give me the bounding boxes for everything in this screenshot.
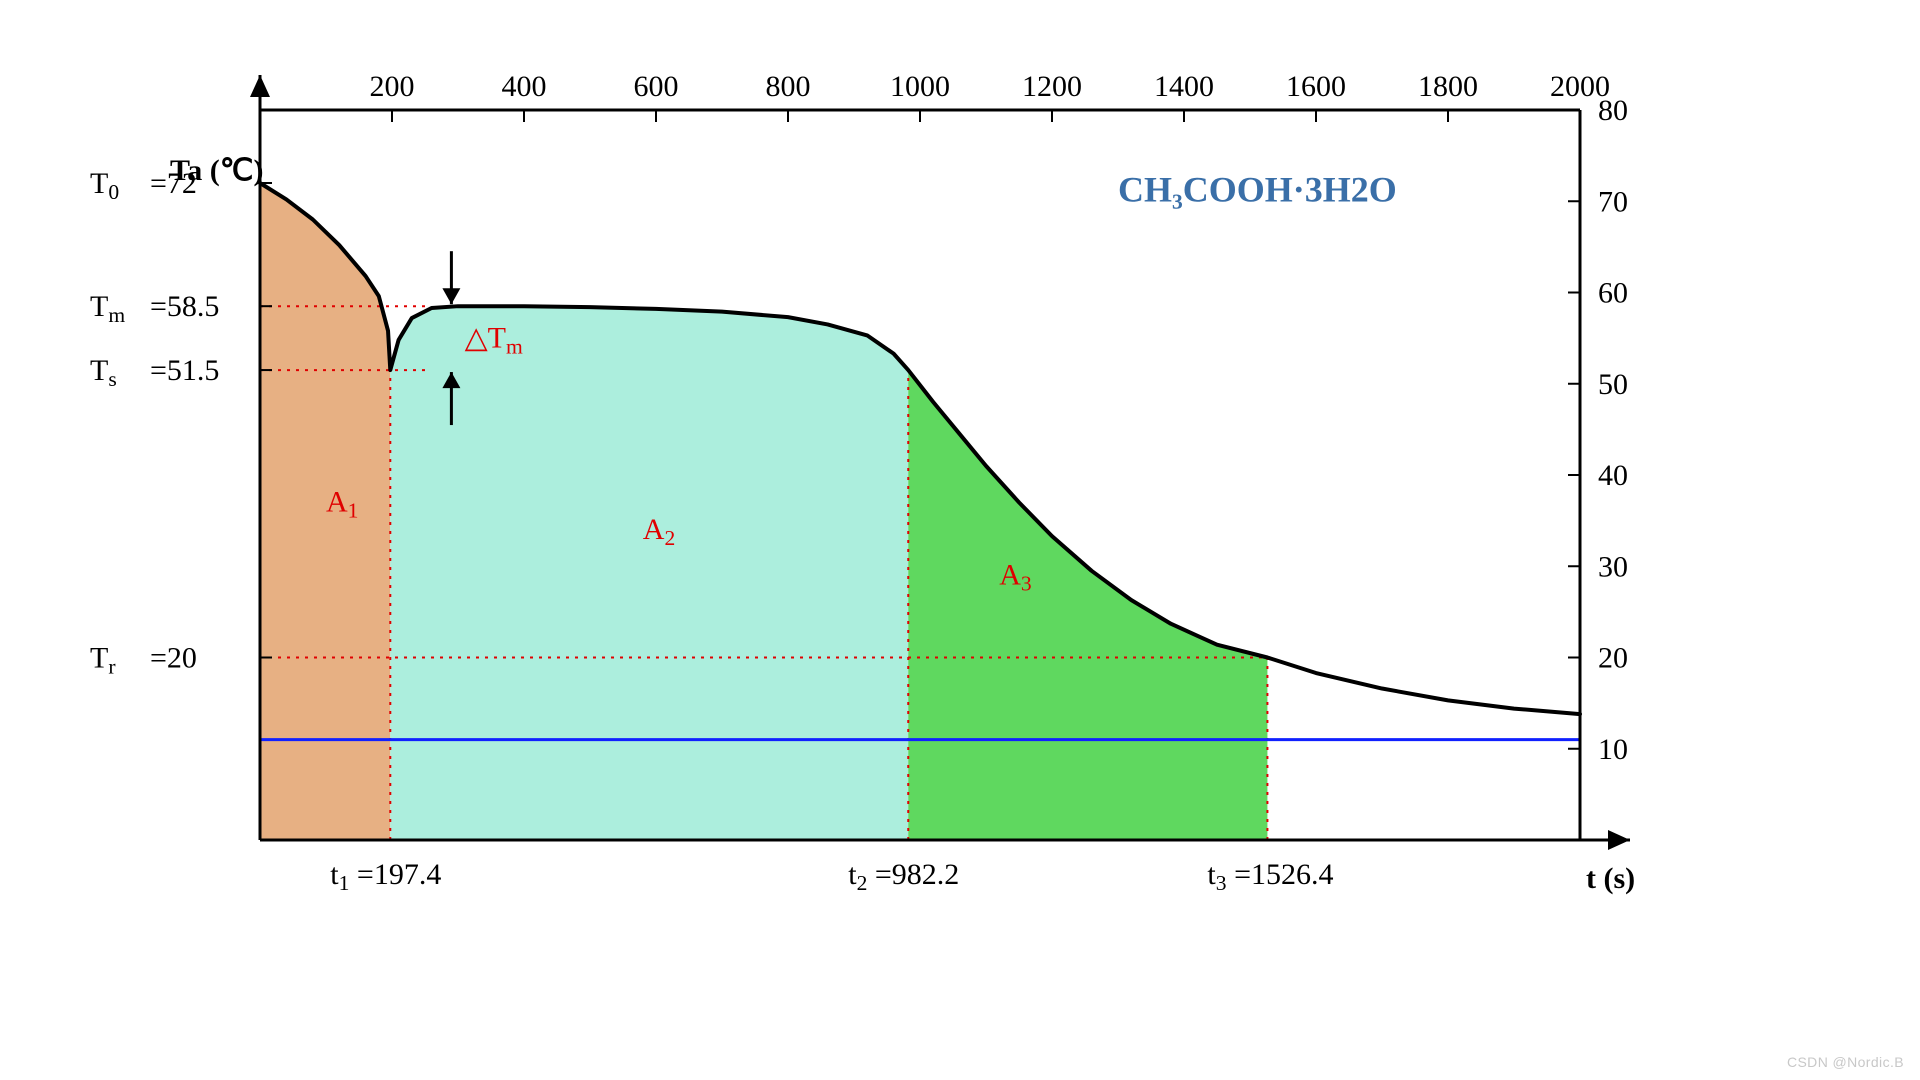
y-axis-arrow <box>250 75 270 97</box>
watermark: CSDN @Nordic.B <box>1787 1054 1904 1070</box>
right-tick-label: 80 <box>1598 94 1628 127</box>
y-ref-T0: T0 <box>90 167 119 204</box>
formula-label: CH₃COOH·3H2O <box>1118 169 1397 209</box>
right-tick-label: 70 <box>1598 185 1628 218</box>
top-tick-label: 1200 <box>1022 70 1082 103</box>
y-ref-val-Ts: =51.5 <box>150 354 219 387</box>
top-tick-label: 1000 <box>890 70 950 103</box>
top-tick-label: 1600 <box>1286 70 1346 103</box>
right-tick-label: 50 <box>1598 368 1628 401</box>
chart-svg: 2004006008001000120014001600180020001020… <box>0 0 1920 1080</box>
arrow-down-head <box>442 288 460 304</box>
top-tick-label: 200 <box>370 70 415 103</box>
x-ref-t3: t3 =1526.4 <box>1207 858 1333 895</box>
right-tick-label: 60 <box>1598 277 1628 310</box>
y-ref-val-Tr: =20 <box>150 642 197 675</box>
y-ref-Tm: Tm <box>90 290 125 327</box>
y-ref-val-Tm: =58.5 <box>150 290 219 323</box>
top-tick-label: 1400 <box>1154 70 1214 103</box>
x-axis-title: t (s) <box>1586 862 1635 895</box>
area-a2 <box>390 306 908 840</box>
y-axis-title: Ta (℃) <box>170 154 263 187</box>
x-axis-labels: t1 =197.4 t2 =982.2 t3 =1526.4 <box>330 858 1333 895</box>
right-tick-label: 40 <box>1598 459 1628 492</box>
chart-container: 2004006008001000120014001600180020001020… <box>0 0 1920 1080</box>
right-tick-label: 30 <box>1598 550 1628 583</box>
x-ref-t1: t1 =197.4 <box>330 858 441 895</box>
y-ref-Tr: Tr <box>90 642 116 679</box>
x-axis-arrow <box>1608 830 1630 850</box>
right-tick-label: 20 <box>1598 642 1628 675</box>
top-tick-label: 1800 <box>1418 70 1478 103</box>
right-tick-label: 10 <box>1598 733 1628 766</box>
top-tick-label: 400 <box>502 70 547 103</box>
y-ref-Ts: Ts <box>90 354 117 391</box>
top-tick-label: 800 <box>766 70 811 103</box>
area-fills <box>260 183 1267 840</box>
x-ref-t2: t2 =982.2 <box>848 858 959 895</box>
area-a3 <box>908 370 1267 840</box>
y-axis-labels: T0=72Tm=58.5Ts=51.5Tr=20 <box>90 167 219 678</box>
top-tick-label: 600 <box>634 70 679 103</box>
